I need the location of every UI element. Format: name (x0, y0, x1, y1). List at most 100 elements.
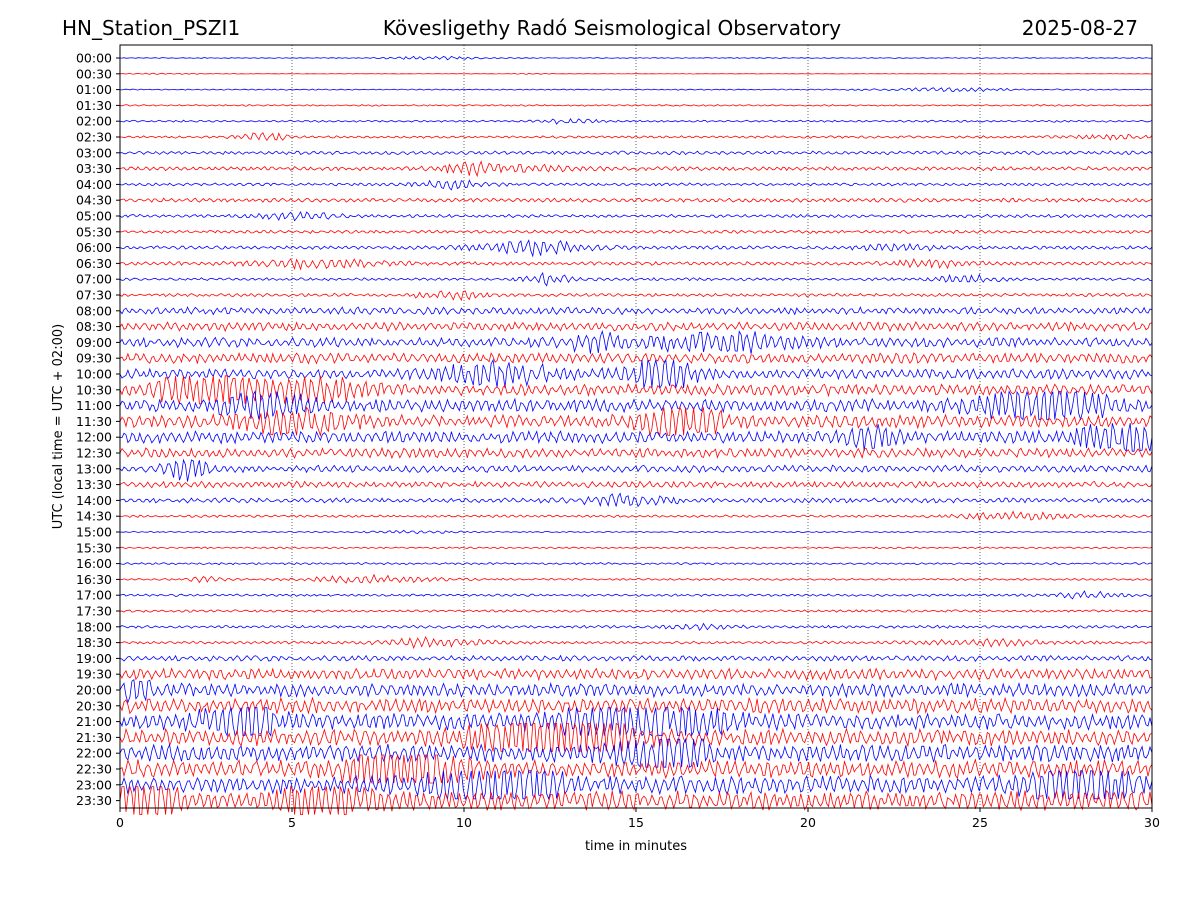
row-label: 13:30 (76, 477, 112, 492)
trace-0300 (119, 150, 1153, 156)
trace-1230 (119, 446, 1153, 460)
x-tick-label: 30 (1144, 815, 1160, 830)
trace-0230 (120, 132, 1153, 142)
row-label: 07:00 (76, 272, 112, 287)
seismogram-traces (119, 55, 1153, 816)
trace-1130 (119, 406, 1153, 437)
trace-1430 (119, 510, 1153, 521)
trace-1830 (119, 636, 1153, 650)
trace-0730 (119, 290, 1153, 302)
trace-0630 (119, 257, 1153, 271)
trace-1500 (119, 529, 1153, 534)
row-label: 20:00 (76, 683, 112, 698)
trace-1200 (119, 423, 1153, 453)
row-label: 20:30 (76, 698, 112, 713)
row-label: 16:00 (76, 556, 112, 571)
trace-1700 (119, 590, 1153, 600)
trace-2000 (119, 678, 1153, 704)
trace-2230 (119, 754, 1153, 785)
row-label: 21:00 (76, 714, 112, 729)
row-label: 14:00 (76, 493, 112, 508)
trace-0900 (119, 329, 1153, 354)
row-label: 19:00 (76, 651, 112, 666)
x-tick-label: 20 (800, 815, 816, 830)
row-label: 09:00 (76, 335, 112, 350)
row-label: 22:00 (76, 746, 112, 761)
row-label: 15:00 (76, 525, 112, 540)
row-label: 12:30 (76, 446, 112, 461)
row-label: 01:30 (76, 98, 112, 113)
row-label: 00:30 (76, 66, 112, 81)
x-tick-label: 15 (628, 815, 644, 830)
row-label: 09:30 (76, 351, 112, 366)
trace-0530 (119, 229, 1153, 234)
row-label: 05:00 (76, 209, 112, 224)
chart-date: 2025-08-27 (1021, 16, 1138, 40)
row-label: 08:30 (76, 319, 112, 334)
trace-1530 (119, 546, 1153, 550)
trace-1330 (119, 480, 1153, 489)
trace-0000 (119, 55, 1152, 61)
trace-0600 (119, 239, 1153, 258)
trace-2130 (119, 722, 1153, 753)
row-labels: 00:0000:3001:0001:3002:0002:3003:0003:30… (76, 51, 120, 808)
trace-0800 (119, 306, 1153, 316)
row-label: 02:00 (76, 114, 112, 129)
x-tick-label: 25 (972, 815, 988, 830)
row-label: 13:00 (76, 461, 112, 476)
trace-1300 (119, 458, 1153, 482)
trace-1900 (119, 654, 1153, 662)
trace-0030 (119, 72, 1153, 75)
trace-0330 (119, 160, 1153, 178)
row-label: 16:30 (76, 572, 112, 587)
trace-0930 (119, 351, 1153, 365)
trace-1100 (119, 390, 1153, 421)
row-label: 06:30 (76, 256, 112, 271)
trace-0200 (119, 117, 1153, 125)
trace-0430 (119, 197, 1153, 203)
trace-0500 (119, 210, 1153, 222)
row-label: 23:30 (76, 793, 112, 808)
trace-0830 (119, 321, 1153, 333)
trace-1030 (119, 375, 1153, 405)
row-label: 11:30 (76, 414, 112, 429)
row-label: 04:30 (76, 193, 112, 208)
x-tick-label: 10 (456, 815, 472, 830)
row-label: 03:00 (76, 145, 112, 160)
trace-0100 (119, 87, 1153, 93)
trace-2030 (119, 696, 1153, 716)
row-label: 02:30 (76, 130, 112, 145)
row-label: 00:00 (76, 51, 112, 66)
row-label: 23:00 (76, 777, 112, 792)
row-label: 01:00 (76, 82, 112, 97)
trace-2100 (119, 706, 1153, 738)
trace-1800 (119, 622, 1153, 632)
row-label: 21:30 (76, 730, 112, 745)
x-tick-label: 0 (116, 815, 124, 830)
trace-0130 (119, 104, 1153, 107)
x-axis-ticks: 0 5 10 15 20 25 30 (116, 808, 1160, 830)
row-label: 19:30 (76, 667, 112, 682)
trace-1600 (119, 562, 1153, 566)
trace-2200 (119, 737, 1153, 768)
trace-1930 (119, 667, 1153, 682)
trace-0700 (119, 271, 1153, 287)
x-tick-label: 5 (288, 815, 296, 830)
row-label: 17:30 (76, 604, 112, 619)
row-label: 17:00 (76, 588, 112, 603)
row-label: 14:30 (76, 509, 112, 524)
vertical-grid (291, 45, 981, 808)
row-label: 08:00 (76, 303, 112, 318)
row-label: 15:30 (76, 540, 112, 555)
trace-1730 (119, 609, 1153, 613)
trace-1400 (119, 492, 1153, 508)
row-label: 10:30 (76, 382, 112, 397)
trace-1000 (119, 358, 1153, 390)
row-label: 10:00 (76, 367, 112, 382)
trace-0400 (119, 179, 1153, 191)
row-label: 04:00 (76, 177, 112, 192)
trace-1630 (119, 573, 1153, 584)
row-label: 22:30 (76, 762, 112, 777)
x-axis-label: time in minutes (585, 839, 687, 854)
